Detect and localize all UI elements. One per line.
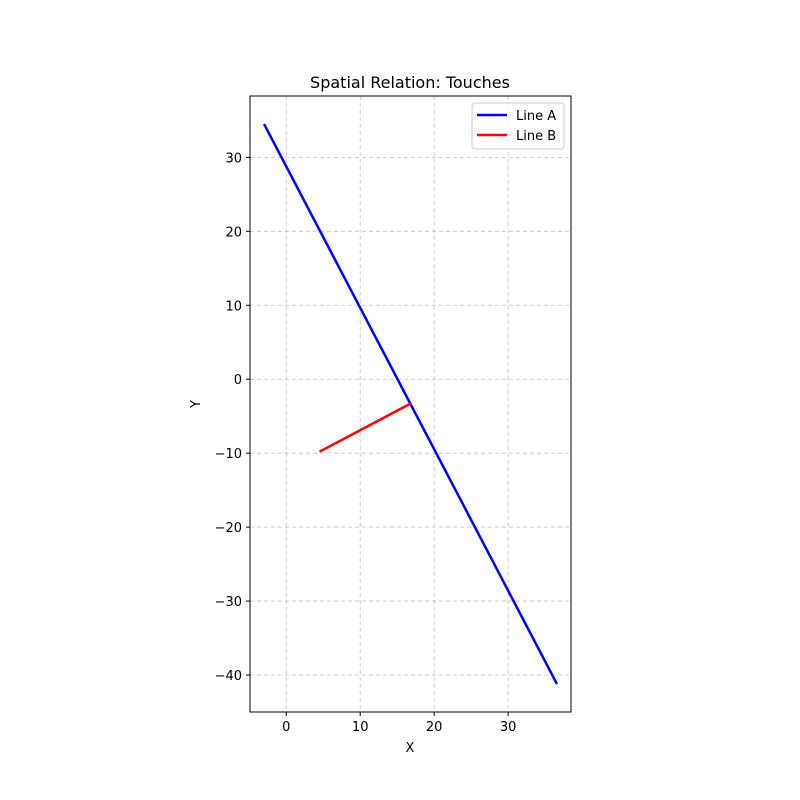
y-tick-label: 30 (225, 151, 242, 166)
y-tick-label: −20 (215, 521, 242, 536)
x-tick-label: 30 (500, 720, 517, 735)
y-tick-label: 0 (234, 373, 242, 388)
x-tick-label: 0 (282, 720, 290, 735)
x-tick-label: 20 (426, 720, 443, 735)
plot-frame (249, 95, 572, 713)
y-axis-label: Y (189, 400, 204, 409)
y-tick-label: −40 (215, 669, 242, 684)
series-line-line-b (318, 402, 412, 453)
axis-ticks: 0 10 20 30 30 20 10 0 −10 −20 −30 −40 (215, 151, 517, 735)
x-tick-label: 10 (352, 720, 369, 735)
grid (250, 96, 571, 712)
series-layer (262, 123, 559, 685)
legend-label-line-a: Line A (516, 109, 556, 124)
chart-title: Spatial Relation: Touches (310, 73, 510, 92)
x-axis-label: X (406, 741, 415, 756)
y-tick-label: −30 (215, 595, 242, 610)
y-tick-label: −10 (215, 447, 242, 462)
y-tick-label: 20 (225, 225, 242, 240)
legend: Line A Line B (471, 102, 565, 150)
legend-label-line-b: Line B (516, 129, 556, 144)
y-tick-label: 10 (225, 299, 242, 314)
